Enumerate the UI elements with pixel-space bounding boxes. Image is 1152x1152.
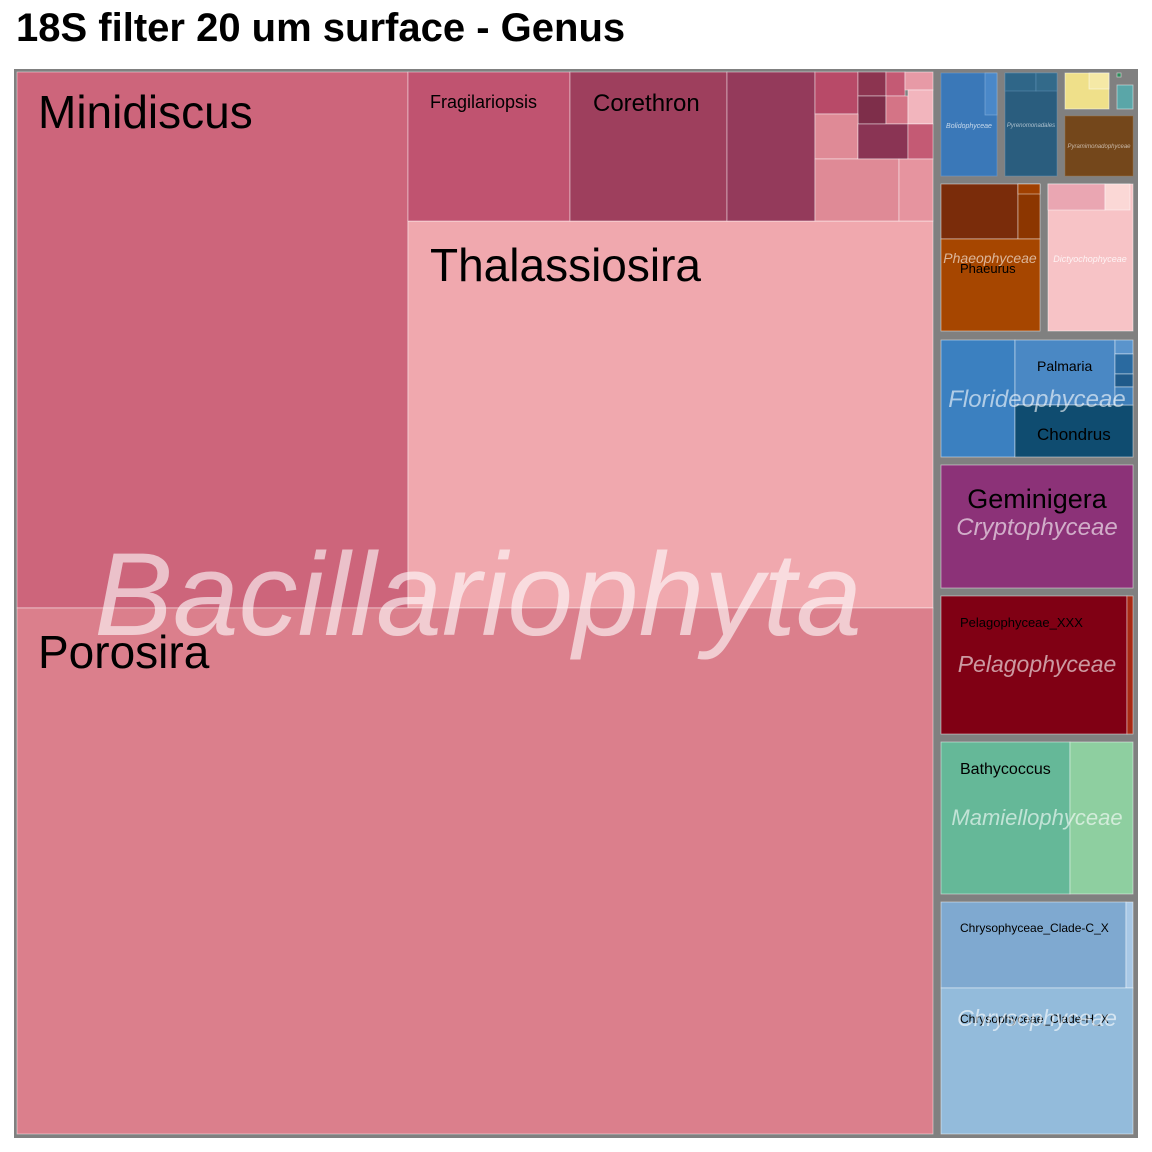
tile-bolidophyceae-sub	[984, 72, 998, 116]
tile-genus-small-10	[907, 123, 934, 160]
label-pelagophyceae-xxx: Pelagophyceae_XXX	[960, 615, 1083, 630]
tile-phaeurus	[940, 238, 1041, 332]
tile-pelagophyceae-xxx	[940, 595, 1128, 735]
label-class-mamiellophyceae: Mamiellophyceae	[951, 805, 1122, 830]
tile-porosira	[16, 607, 934, 1135]
tile-genus-small-5	[857, 95, 887, 125]
tile-genus-small-7	[907, 89, 934, 125]
label-class-cryptophyceae: Cryptophyceae	[956, 514, 1117, 541]
label-palmaria: Palmaria	[1037, 358, 1092, 374]
tile-floride-sub2	[1114, 353, 1134, 375]
tile-genus-small-8	[814, 113, 859, 160]
tile-genus-small-11	[814, 158, 900, 222]
label-chrysophyceae-clade-c: Chrysophyceae_Clade-C_X	[960, 921, 1109, 935]
tile-genus-small-4	[904, 71, 934, 91]
tile-floride-sub4	[1114, 386, 1134, 406]
tile-thalassiosira	[407, 220, 934, 609]
label-chondrus: Chondrus	[1037, 425, 1111, 444]
tile-pelagophyceae-sub	[1126, 595, 1134, 735]
tile-mamiello-sub	[1069, 741, 1134, 895]
tile-pyrenomonadales-sub1	[1004, 72, 1037, 92]
label-porosira: Porosira	[38, 626, 210, 678]
label-bathycoccus: Bathycoccus	[960, 761, 1051, 778]
tile-geminigera	[940, 464, 1134, 589]
label-class-dictyochophyceae: Dictyochophyceae	[1053, 254, 1127, 264]
tile-dictyochophyceae-sub2	[1104, 183, 1131, 211]
label-class-chrysophyceae: Chrysophyceae	[957, 1005, 1117, 1031]
tile-genus-small-12	[898, 158, 934, 222]
label-class-pyrenomonadales: Pyrenomonadales	[1007, 123, 1055, 129]
label-fragilariopsis: Fragilariopsis	[430, 92, 537, 112]
tile-genus-small-9	[857, 123, 909, 160]
label-corethron: Corethron	[593, 90, 700, 117]
label-class-pelagophyceae: Pelagophyceae	[958, 651, 1117, 677]
tile-corethron	[569, 71, 728, 222]
label-class-pyramimonadophyceae: Pyramimonadophyceae	[1067, 144, 1131, 150]
label-class-bacillariophyta: Bacillariophyta	[94, 529, 861, 661]
tile-floride-sub1	[1114, 339, 1134, 355]
tile-chrysophyceae-sub	[1125, 901, 1134, 989]
tile-tiny-green	[1116, 72, 1122, 78]
tile-bathycoccus	[940, 741, 1071, 895]
tile-genus-unlabeled-1	[726, 71, 816, 222]
tile-genus-small-6	[885, 95, 909, 125]
tile-dictyochophyceae-sub1	[1047, 183, 1106, 211]
label-minidiscus: Minidiscus	[38, 86, 253, 138]
tile-phaeophyceae-top	[940, 183, 1019, 240]
label-thalassiosira: Thalassiosira	[430, 239, 701, 291]
label-geminigera: Geminigera	[967, 484, 1108, 514]
tile-minidiscus	[16, 71, 409, 609]
tile-tiny-teal	[1116, 84, 1134, 110]
tile-chondrus	[1014, 404, 1134, 458]
tile-chrysophyceae-clade-h	[940, 987, 1134, 1135]
tile-pale-yellow-sub	[1088, 72, 1110, 90]
chart-title: 18S filter 20 um surface - Genus	[16, 6, 626, 50]
tile-florideophyceae	[940, 339, 1016, 458]
label-chrysophyceae-clade-h: Chrysophyceae_Clade-H_X	[960, 1012, 1109, 1026]
tile-pyrenomonadales-sub2	[1035, 72, 1058, 92]
label-phaeurus: Phaeurus	[960, 261, 1016, 276]
tile-phaeophyceae-sub2	[1017, 183, 1041, 195]
label-class-bolidophyceae: Bolidophyceae	[946, 123, 992, 130]
label-class-phaeophyceae: Phaeophyceae	[943, 250, 1037, 266]
tile-palmaria	[1014, 339, 1116, 406]
tile-genus-small-2	[857, 71, 887, 97]
tile-genus-small-1	[814, 71, 859, 115]
tile-chrysophyceae-clade-c	[940, 901, 1127, 989]
label-class-florideophyceae: Florideophyceae	[948, 386, 1125, 413]
tile-genus-small-3	[885, 71, 906, 97]
tile-pyramimonadophyceae	[1064, 115, 1134, 177]
